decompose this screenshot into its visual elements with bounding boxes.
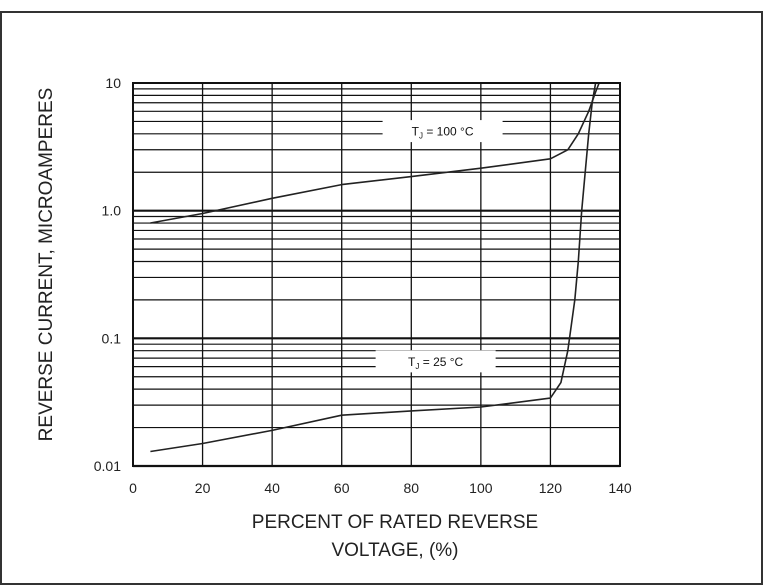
y-tick-label-0: 0.01 [94, 458, 121, 474]
x-tick-label-6: 120 [539, 480, 563, 496]
x-tick-label-1: 20 [195, 480, 211, 496]
curve-label-0: TJ = 100 °C [412, 125, 474, 141]
y-tick-label-3: 10 [105, 75, 121, 91]
tick-labels: 0 20 40 60 80 100 120 140 0.01 0.1 1.0 10 [94, 75, 632, 496]
y-axis-label: REVERSE CURRENT, MICROAMPERES [36, 88, 57, 442]
x-tick-label-0: 0 [129, 480, 137, 496]
y-tick-label-1: 0.1 [102, 330, 122, 346]
x-tick-label-2: 40 [264, 480, 280, 496]
x-axis-label-line2: VOLTAGE, (%) [331, 540, 458, 561]
curve-label-box-1 [375, 350, 496, 373]
outer-border [0, 11, 763, 585]
x-tick-label-5: 100 [469, 480, 493, 496]
curve-label-1: TJ = 25 °C [408, 355, 464, 371]
x-tick-label-7: 140 [608, 480, 632, 496]
x-tick-label-3: 60 [334, 480, 350, 496]
curve-labels: TJ = 100 °C TJ = 25 °C [375, 120, 503, 373]
series-line-1 [150, 82, 597, 453]
plot-border [132, 82, 621, 467]
series-line-0 [150, 82, 600, 224]
grid [132, 83, 621, 468]
x-tick-label-4: 80 [403, 480, 419, 496]
x-axis-label-line1: PERCENT OF RATED REVERSE [252, 512, 538, 533]
curve-label-box-0 [382, 120, 503, 143]
y-tick-label-2: 1.0 [102, 203, 122, 219]
series-lines [150, 82, 600, 453]
